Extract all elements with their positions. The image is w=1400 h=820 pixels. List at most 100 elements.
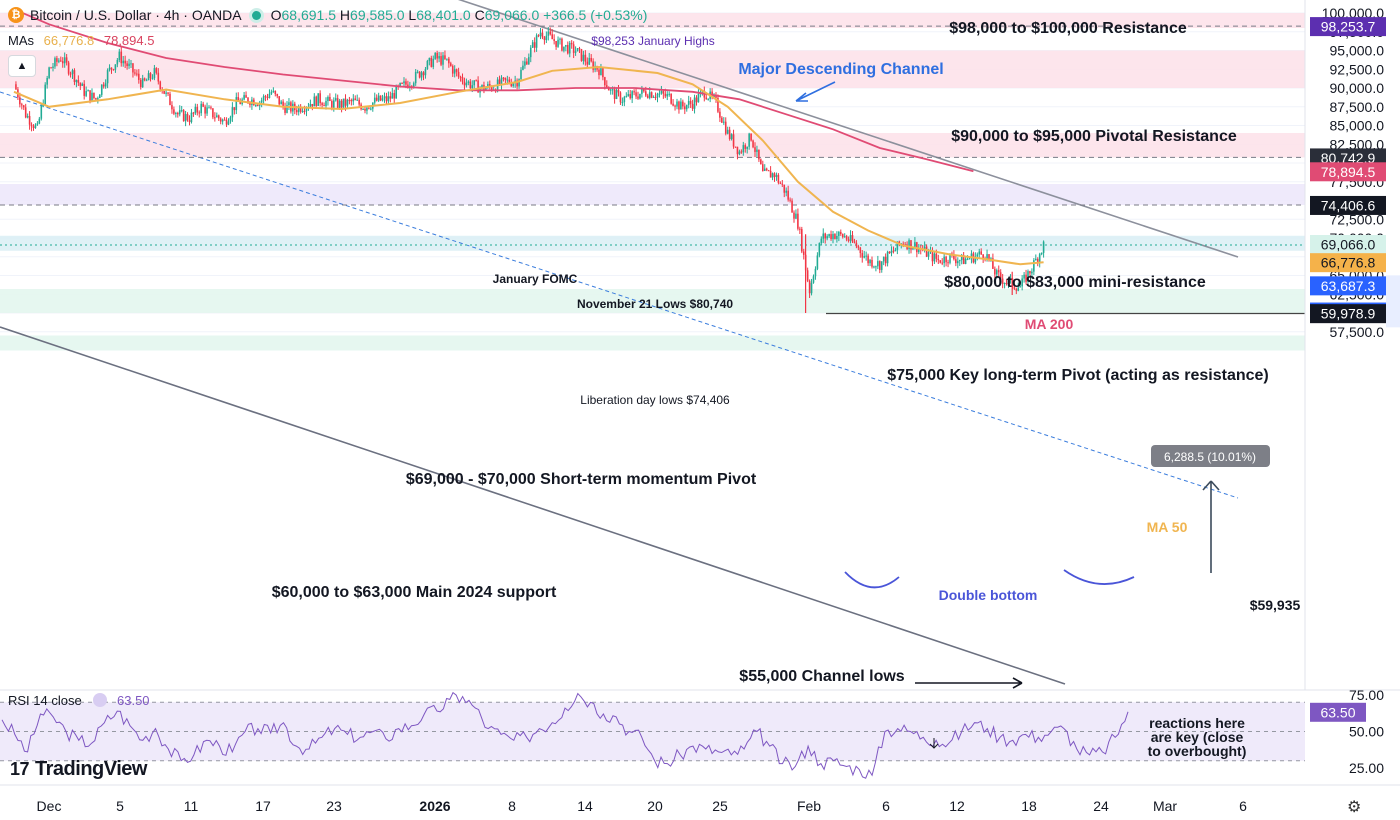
candle-body [927, 251, 930, 257]
candle-body [670, 93, 672, 104]
candle-body [769, 170, 772, 178]
candle-body [420, 72, 423, 78]
ma-legend[interactable]: MAs 66,776.8 78,894.5 [8, 33, 154, 48]
candle-body [149, 73, 152, 79]
candle-body [342, 98, 345, 108]
candle-body [272, 90, 275, 92]
candle-body [83, 83, 85, 96]
candle-body [980, 251, 982, 255]
candle-body [1009, 278, 1012, 280]
bitcoin-icon: ₿ [8, 7, 24, 23]
candle-body [446, 58, 448, 60]
candle-body [789, 199, 791, 201]
candle-body [190, 112, 193, 123]
candle-body [762, 164, 764, 172]
candle-body [438, 56, 440, 59]
candle-body [730, 134, 733, 140]
candle-body [138, 73, 140, 80]
candle-body [313, 96, 316, 107]
ma200-annotation: MA 200 [1025, 316, 1074, 332]
candle-body [824, 233, 826, 239]
candle-body [748, 133, 750, 147]
measure-label: 6,288.5 (10.01%) [1164, 450, 1256, 464]
candle-body [871, 259, 873, 267]
candle-body [861, 253, 864, 258]
price-tick-label: 82,500.0 [1330, 136, 1385, 152]
candle-body [327, 96, 329, 101]
candle-body [459, 76, 462, 78]
measure-label-box [1151, 445, 1270, 467]
candle-body [522, 65, 524, 70]
candle-body [210, 107, 212, 109]
gear-icon[interactable]: ⚙ [1347, 799, 1362, 816]
candle-body [937, 258, 940, 261]
candle-body [237, 97, 240, 102]
candle-body [440, 56, 442, 65]
candle-body [524, 61, 526, 66]
candle-body [598, 69, 600, 76]
time-tick-label: 23 [326, 798, 342, 814]
candle-body [662, 91, 665, 94]
candle-body [465, 82, 468, 86]
candle-body [350, 100, 353, 102]
candle-body [867, 255, 869, 264]
candle-body [102, 84, 105, 87]
zone-band [0, 184, 1305, 205]
price-badge [1310, 17, 1386, 37]
time-tick-label: 6 [882, 798, 890, 814]
symbol-title[interactable]: Bitcoin / U.S. Dollar · 4h · OANDA [30, 7, 242, 23]
rsi-tick-label: 25.00 [1349, 760, 1384, 776]
candle-body [278, 96, 280, 105]
candle-body [274, 90, 277, 95]
price-badge-label: 59,978.9 [1321, 306, 1376, 322]
candle-body [783, 184, 786, 193]
candle-body [134, 72, 136, 74]
candle-body [785, 190, 787, 193]
candle-body [65, 57, 68, 63]
candle-body [992, 258, 994, 269]
candle-body [754, 147, 756, 152]
collapse-legend-button[interactable]: ▲ [8, 55, 36, 77]
candle-body [512, 82, 514, 87]
candle-body [233, 107, 236, 111]
rsi-badge [1310, 702, 1366, 722]
candle-body [432, 58, 435, 67]
candle-body [44, 84, 46, 105]
candle-body [356, 99, 358, 101]
candle-body [182, 110, 185, 122]
candle-body [450, 63, 452, 66]
ma50-line [13, 65, 1044, 266]
candle-body [451, 65, 454, 74]
candle-body [508, 79, 511, 84]
candle-body [288, 102, 290, 106]
candle-body [826, 236, 828, 239]
candle-body [311, 103, 314, 107]
candle-body [771, 173, 774, 178]
candle-body [81, 83, 84, 86]
candle-body [875, 266, 877, 268]
candle-body [672, 103, 674, 106]
candle-body [414, 71, 417, 84]
candle-body [738, 151, 741, 155]
candle-body [592, 61, 594, 70]
candle-body [338, 100, 341, 108]
candle-body [533, 42, 536, 48]
double-bottom-arc [1063, 569, 1135, 585]
candle-body [925, 246, 928, 257]
candle-body [383, 96, 386, 99]
rsi-tick-label: 75.00 [1349, 687, 1384, 703]
rsi-settings-icon [93, 693, 107, 707]
candle-body [202, 103, 204, 107]
candle-body [723, 121, 725, 123]
candle-body [264, 96, 267, 98]
candle-body [1033, 260, 1035, 272]
time-tick-label: Mar [1153, 798, 1177, 814]
candle-body [945, 256, 947, 263]
candle-body [617, 89, 620, 93]
candle-body [362, 108, 364, 110]
candle-body [428, 57, 431, 62]
candle-body [619, 92, 622, 103]
candle-body [588, 57, 591, 65]
candle-body [999, 272, 1002, 279]
